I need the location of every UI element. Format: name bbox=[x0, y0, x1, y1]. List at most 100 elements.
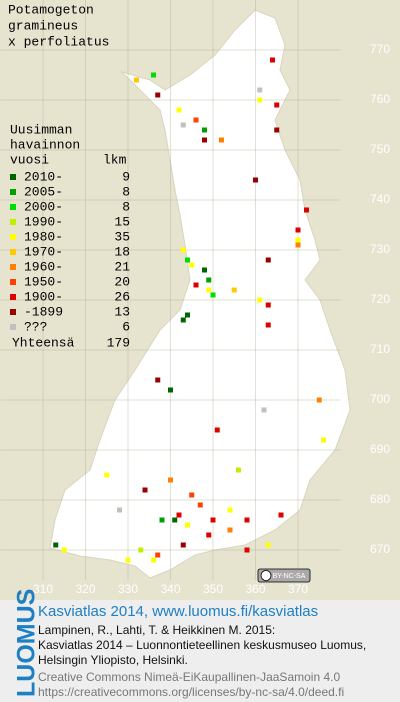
x-tick-label: 340 bbox=[160, 582, 180, 596]
y-tick-label: 760 bbox=[370, 92, 390, 106]
legend-count: 6 bbox=[122, 319, 130, 334]
legend-label: 2000- bbox=[24, 199, 63, 214]
observation bbox=[257, 97, 263, 103]
observation bbox=[236, 467, 241, 473]
badge-cc-icon bbox=[260, 570, 272, 581]
legend-count: 13 bbox=[114, 304, 130, 319]
observation bbox=[168, 477, 173, 483]
observation bbox=[253, 177, 258, 183]
license-line: https://creativecommons.org/licenses/by-… bbox=[38, 685, 344, 699]
y-tick-label: 750 bbox=[370, 142, 390, 156]
observation bbox=[274, 127, 280, 133]
legend-count: 9 bbox=[122, 169, 130, 184]
observation bbox=[193, 117, 199, 123]
legend-count: 26 bbox=[114, 289, 130, 304]
x-tick-label: 360 bbox=[245, 582, 265, 596]
legend-swatch bbox=[10, 234, 16, 240]
observation bbox=[295, 237, 301, 243]
observation bbox=[189, 492, 195, 498]
observation bbox=[219, 137, 224, 143]
observation bbox=[61, 547, 67, 553]
badge-text: BY-NC-SA bbox=[273, 573, 306, 580]
observation bbox=[53, 542, 59, 548]
title-line: x perfoliatus bbox=[8, 34, 109, 49]
y-tick-label: 670 bbox=[370, 542, 390, 556]
legend-count: 20 bbox=[114, 274, 130, 289]
observation bbox=[210, 292, 216, 298]
legend-total-count: 179 bbox=[107, 335, 130, 350]
observation bbox=[206, 287, 212, 293]
y-tick-label: 770 bbox=[370, 42, 390, 56]
observation bbox=[214, 427, 220, 433]
observation bbox=[185, 257, 190, 263]
legend-swatch bbox=[10, 204, 16, 210]
observation bbox=[265, 257, 271, 263]
title-line: gramineus bbox=[8, 18, 78, 33]
legend-swatch bbox=[10, 249, 16, 255]
observation bbox=[138, 547, 144, 553]
x-tick-label: 310 bbox=[33, 582, 53, 596]
observation bbox=[168, 387, 173, 393]
legend-swatch bbox=[10, 264, 16, 270]
observation bbox=[159, 517, 165, 523]
observation bbox=[227, 507, 233, 513]
observation bbox=[321, 437, 326, 443]
legend-count: 21 bbox=[114, 259, 130, 274]
license-line: Creative Commons Nimeä-EiKaupallinen-Jaa… bbox=[38, 670, 340, 684]
observation bbox=[295, 227, 301, 233]
legend-year-header: vuosi bbox=[10, 152, 49, 167]
observation bbox=[206, 277, 212, 283]
observation bbox=[231, 287, 237, 293]
legend-swatch bbox=[10, 294, 16, 300]
legend-label: 2005- bbox=[24, 184, 63, 199]
finland-outline bbox=[49, 9, 351, 579]
legend-count: 18 bbox=[114, 244, 130, 259]
legend-label: ??? bbox=[24, 319, 47, 334]
footer-heading: Kasviatlas 2014, www.luomus.fi/kasviatla… bbox=[38, 603, 318, 620]
observation bbox=[185, 312, 190, 318]
y-tick-label: 680 bbox=[370, 492, 390, 506]
y-tick-label: 720 bbox=[370, 292, 390, 306]
observation bbox=[180, 247, 186, 253]
legend-swatch bbox=[10, 279, 16, 285]
legend-count: 8 bbox=[122, 184, 130, 199]
observation bbox=[180, 317, 186, 323]
y-tick-label: 740 bbox=[370, 192, 390, 206]
observation bbox=[193, 282, 199, 288]
badge-box bbox=[257, 568, 311, 583]
legend-swatch bbox=[10, 309, 16, 315]
legend-swatch bbox=[10, 174, 16, 180]
luomus-logo: LUOMUS bbox=[13, 589, 41, 697]
x-tick-label: 320 bbox=[75, 582, 95, 596]
legend-count: 35 bbox=[114, 229, 130, 244]
legend-swatch bbox=[10, 189, 16, 195]
observation bbox=[227, 527, 233, 533]
y-tick-label: 690 bbox=[370, 442, 390, 456]
observation bbox=[265, 322, 271, 328]
legend-label: 2010- bbox=[24, 169, 63, 184]
x-tick-label: 370 bbox=[288, 582, 308, 596]
observation bbox=[265, 302, 271, 308]
observation bbox=[270, 57, 275, 63]
citation-line: Lampinen, R., Lahti, T. & Heikkinen M. 2… bbox=[38, 623, 275, 637]
observation bbox=[295, 242, 301, 248]
y-tick-label: 700 bbox=[370, 392, 390, 406]
observation bbox=[142, 487, 148, 493]
observation bbox=[244, 547, 250, 553]
citation-line: Kasviatlas 2014 – Luonnontieteellinen ke… bbox=[38, 638, 366, 652]
observation bbox=[202, 267, 207, 273]
observation bbox=[257, 297, 263, 303]
legend-count: 8 bbox=[122, 199, 130, 214]
legend-label: 1990- bbox=[24, 214, 63, 229]
y-tick-label: 730 bbox=[370, 242, 390, 256]
legend-swatch bbox=[10, 219, 16, 225]
y-tick-label: 710 bbox=[370, 342, 390, 356]
legend-label: 1950- bbox=[24, 274, 63, 289]
observation bbox=[202, 137, 207, 143]
observation bbox=[210, 517, 216, 523]
observation bbox=[155, 377, 161, 383]
observation bbox=[155, 552, 161, 558]
x-tick-label: 350 bbox=[203, 582, 223, 596]
